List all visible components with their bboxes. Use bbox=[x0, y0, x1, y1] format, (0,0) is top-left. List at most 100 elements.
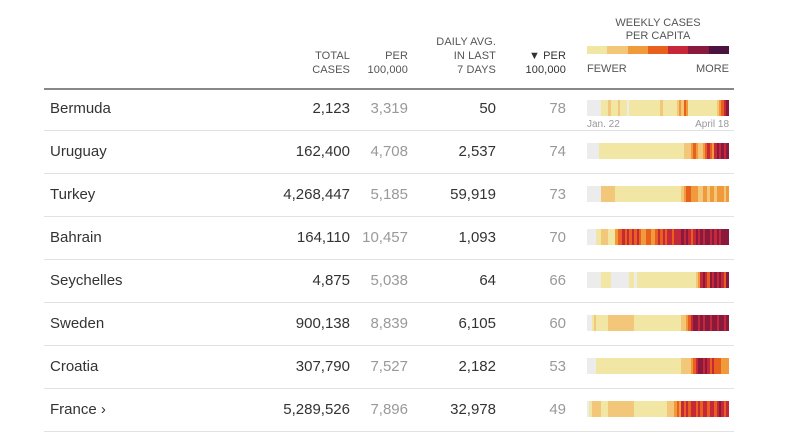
country-name[interactable]: France › bbox=[50, 401, 106, 418]
strip-cell bbox=[634, 401, 637, 417]
table-row[interactable]: Bermuda 2,123 3,319 50 78 Jan. 22 April 18 bbox=[44, 88, 734, 131]
strip-cell bbox=[723, 100, 727, 116]
country-name: Uruguay bbox=[50, 143, 107, 160]
strip-cell bbox=[676, 272, 680, 288]
strip-cell bbox=[697, 186, 701, 202]
strip-cell bbox=[669, 272, 672, 288]
strip-cell bbox=[697, 358, 701, 374]
strip-cell bbox=[702, 100, 705, 116]
strip-cell bbox=[700, 358, 703, 374]
strip-cell bbox=[624, 272, 628, 288]
strip-cell bbox=[587, 358, 590, 374]
table-row[interactable]: France › 5,289,526 7,896 32,978 49 bbox=[44, 389, 734, 432]
strip-cell bbox=[712, 186, 715, 202]
strip-cell bbox=[636, 401, 639, 417]
strip-cell bbox=[641, 315, 644, 331]
strip-cell bbox=[587, 229, 590, 245]
strip-cell bbox=[671, 143, 675, 159]
table-row[interactable]: Uruguay 162,400 4,708 2,537 74 bbox=[44, 131, 734, 174]
strip-cell bbox=[605, 315, 609, 331]
strip-cell bbox=[634, 100, 637, 116]
strip-cell bbox=[662, 272, 665, 288]
strip-cell bbox=[603, 358, 606, 374]
strip-cell bbox=[650, 229, 654, 245]
table-row[interactable]: Seychelles 4,875 5,038 64 66 bbox=[44, 260, 734, 303]
strip-cell bbox=[664, 401, 668, 417]
strip-cell bbox=[634, 143, 637, 159]
daily-per-100k: 78 bbox=[549, 100, 566, 117]
strip-cell bbox=[638, 401, 642, 417]
strip-cell bbox=[587, 315, 590, 331]
strip-cell bbox=[702, 186, 705, 202]
strip-cell bbox=[598, 358, 602, 374]
strip-cell bbox=[589, 401, 592, 417]
table-row[interactable]: Croatia 307,790 7,527 2,182 53 bbox=[44, 346, 734, 389]
cases-per-100k: 7,896 bbox=[370, 401, 408, 418]
strip-cell bbox=[587, 143, 590, 159]
strip-cell bbox=[653, 186, 656, 202]
strip-cell bbox=[612, 100, 616, 116]
legend-swatch bbox=[607, 46, 628, 54]
strip-cell bbox=[695, 100, 698, 116]
strip-cell bbox=[612, 315, 616, 331]
total-cases: 4,875 bbox=[312, 272, 350, 289]
legend-color-scale bbox=[587, 46, 729, 54]
strip-cell bbox=[662, 229, 665, 245]
strip-cell bbox=[648, 315, 651, 331]
weekly-cases-strip bbox=[587, 358, 729, 374]
strip-cell bbox=[660, 100, 663, 116]
strip-cell bbox=[645, 401, 649, 417]
strip-cell bbox=[667, 229, 670, 245]
strip-cell bbox=[686, 358, 689, 374]
legend-title-line1: WEEKLY CASES bbox=[615, 17, 701, 29]
strip-cell bbox=[624, 100, 628, 116]
strip-cell bbox=[695, 358, 698, 374]
cases-per-100k: 5,185 bbox=[370, 186, 408, 203]
strip-cell bbox=[648, 100, 651, 116]
strip-cell bbox=[645, 143, 649, 159]
strip-cell bbox=[587, 272, 590, 288]
header-total-cases: TOTAL CASES bbox=[312, 49, 350, 77]
strip-cell bbox=[620, 358, 623, 374]
strip-cell bbox=[629, 401, 632, 417]
strip-cell bbox=[629, 358, 632, 374]
strip-cell bbox=[671, 100, 675, 116]
table-row[interactable]: Sweden 900,138 8,839 6,105 60 bbox=[44, 303, 734, 346]
strip-cell bbox=[695, 229, 698, 245]
strip-cell bbox=[674, 272, 677, 288]
legend-swatch bbox=[708, 46, 729, 54]
strip-cell bbox=[650, 186, 654, 202]
strip-cell bbox=[664, 100, 668, 116]
strip-cell bbox=[709, 272, 713, 288]
strip-cell bbox=[679, 358, 682, 374]
strip-cell bbox=[598, 143, 602, 159]
strip-cell bbox=[676, 315, 680, 331]
legend-swatch bbox=[587, 46, 608, 54]
header-percap-line1: ▼ PER bbox=[528, 50, 566, 62]
strip-cell bbox=[629, 186, 632, 202]
strip-cell bbox=[667, 358, 670, 374]
strip-cell bbox=[641, 100, 644, 116]
header-sort-per-100k[interactable]: ▼ PER 100,000 bbox=[526, 49, 566, 77]
strip-cell bbox=[726, 100, 729, 116]
strip-cell bbox=[662, 315, 665, 331]
table-row[interactable]: Turkey 4,268,447 5,185 59,919 73 bbox=[44, 174, 734, 217]
strip-cell bbox=[631, 143, 635, 159]
strip-cell bbox=[686, 143, 689, 159]
legend-fewer-label: FEWER bbox=[587, 63, 627, 75]
strip-cell bbox=[603, 315, 606, 331]
strip-cell bbox=[700, 186, 703, 202]
strip-cell bbox=[688, 229, 691, 245]
table-row[interactable]: Bahrain 164,110 10,457 1,093 70 bbox=[44, 217, 734, 260]
strip-cell bbox=[714, 186, 717, 202]
strip-cell bbox=[709, 143, 713, 159]
strip-cell bbox=[695, 315, 698, 331]
strip-cell bbox=[695, 401, 698, 417]
strip-cell bbox=[714, 229, 717, 245]
strip-cell bbox=[667, 100, 670, 116]
strip-cell bbox=[664, 229, 668, 245]
strip-cell bbox=[645, 100, 649, 116]
strip-cell bbox=[719, 100, 722, 116]
strip-cell bbox=[679, 100, 682, 116]
strip-cell bbox=[622, 272, 625, 288]
